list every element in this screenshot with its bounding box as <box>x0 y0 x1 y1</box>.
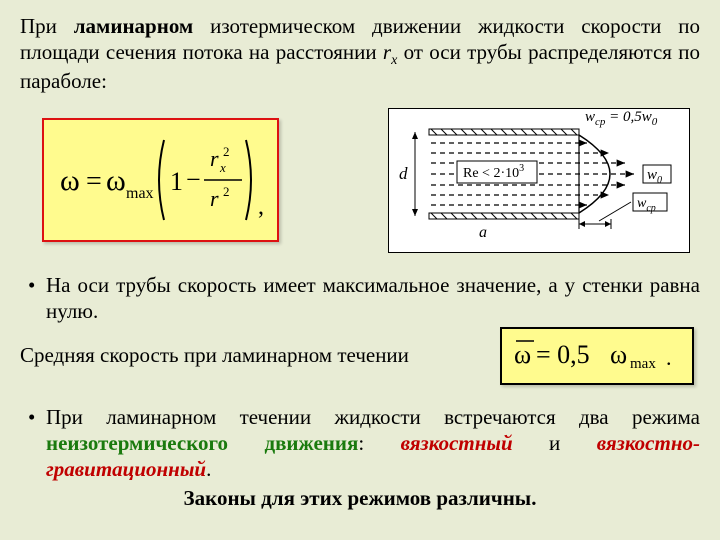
svg-text:max: max <box>126 185 154 202</box>
avg-formula: ω = 0,5 ω max . <box>500 327 694 386</box>
main-formula: ω = ω max 1 − r x 2 r 2 , <box>42 118 279 242</box>
intro-rx: rx <box>383 40 397 64</box>
intro-paragraph: При ламинарном изотермическом движении ж… <box>20 14 700 94</box>
svg-text:wср = 0,5w0: wср = 0,5w0 <box>585 109 658 128</box>
svg-text:−: − <box>186 165 201 194</box>
svg-text:x: x <box>219 160 226 175</box>
svg-text:d: d <box>399 164 408 183</box>
svg-text:.: . <box>666 345 672 370</box>
svg-text:ω: ω <box>106 164 126 197</box>
bullet-2-text: При ламинарном течении жидкости встречаю… <box>46 405 700 482</box>
svg-text:r: r <box>210 146 219 171</box>
svg-text:ω: ω <box>514 340 531 369</box>
svg-text:a: a <box>479 224 487 241</box>
bullet-mark: • <box>20 405 46 482</box>
svg-text:2: 2 <box>223 184 230 199</box>
svg-text:r: r <box>210 186 219 211</box>
bullet-mark: • <box>20 273 46 324</box>
svg-text:1: 1 <box>170 167 183 196</box>
svg-text:=: = <box>86 166 102 197</box>
avg-speed-label: Средняя скорость при ламинарном течении <box>20 343 409 369</box>
green-term: неизотермического движения <box>46 431 358 455</box>
bullet-1-text: На оси трубы скорость имеет максимальное… <box>46 273 700 324</box>
velocity-profile-diagram: wср = 0,5w0 d <box>388 108 690 253</box>
svg-text:Re < 2·103: Re < 2·103 <box>463 163 524 181</box>
svg-text:ω: ω <box>60 164 80 197</box>
bullet-1: • На оси трубы скорость имеет максимальн… <box>20 273 700 324</box>
intro-bold: ламинарном <box>74 14 193 38</box>
bullet-2: • При ламинарном течении жидкости встреч… <box>20 405 700 482</box>
svg-text:2: 2 <box>223 144 230 159</box>
svg-text:ω: ω <box>610 340 627 369</box>
red-term-1: вязкостный <box>401 431 513 455</box>
law-statement: Законы для этих режимов различны. <box>20 486 700 512</box>
svg-text:,: , <box>258 194 263 220</box>
svg-text:max: max <box>630 356 656 371</box>
svg-text:= 0,5: = 0,5 <box>536 340 590 369</box>
intro-prefix: При <box>20 14 74 38</box>
